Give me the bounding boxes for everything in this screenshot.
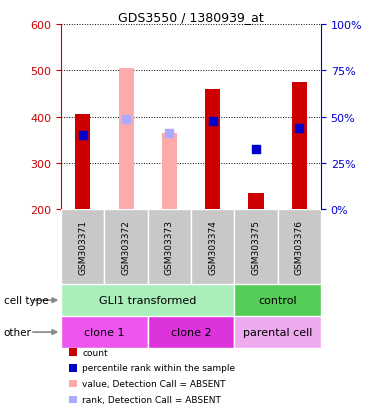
Bar xyxy=(61,210,105,285)
Bar xyxy=(61,316,148,348)
Bar xyxy=(249,194,263,210)
Bar xyxy=(119,69,134,210)
Title: GDS3550 / 1380939_at: GDS3550 / 1380939_at xyxy=(118,11,264,24)
Bar xyxy=(292,83,307,210)
Text: GLI1 transformed: GLI1 transformed xyxy=(99,295,197,306)
Text: GSM303372: GSM303372 xyxy=(122,220,131,275)
Text: cell type: cell type xyxy=(4,295,48,306)
Text: GSM303375: GSM303375 xyxy=(252,220,260,275)
Point xyxy=(210,119,216,125)
Bar xyxy=(148,210,191,285)
Bar xyxy=(162,133,177,210)
Text: count: count xyxy=(82,348,108,357)
Text: other: other xyxy=(4,327,32,337)
Bar xyxy=(61,285,234,316)
Point xyxy=(167,130,173,137)
Bar xyxy=(75,115,91,210)
Text: GSM303374: GSM303374 xyxy=(208,220,217,275)
Text: percentile rank within the sample: percentile rank within the sample xyxy=(82,363,236,373)
Text: rank, Detection Call = ABSENT: rank, Detection Call = ABSENT xyxy=(82,395,221,404)
Point xyxy=(253,146,259,153)
Text: clone 2: clone 2 xyxy=(171,327,211,337)
Bar xyxy=(234,316,321,348)
Text: parental cell: parental cell xyxy=(243,327,312,337)
Bar xyxy=(148,316,234,348)
Bar xyxy=(234,285,321,316)
Text: GSM303373: GSM303373 xyxy=(165,220,174,275)
Text: GSM303376: GSM303376 xyxy=(295,220,304,275)
Bar xyxy=(278,210,321,285)
Point xyxy=(80,133,86,139)
Text: value, Detection Call = ABSENT: value, Detection Call = ABSENT xyxy=(82,379,226,388)
Text: clone 1: clone 1 xyxy=(84,327,125,337)
Point xyxy=(123,116,129,123)
Bar xyxy=(105,210,148,285)
Bar xyxy=(191,210,234,285)
Text: GSM303371: GSM303371 xyxy=(78,220,87,275)
Text: control: control xyxy=(258,295,297,306)
Point xyxy=(296,126,302,132)
Bar xyxy=(234,210,278,285)
Bar xyxy=(205,90,220,210)
